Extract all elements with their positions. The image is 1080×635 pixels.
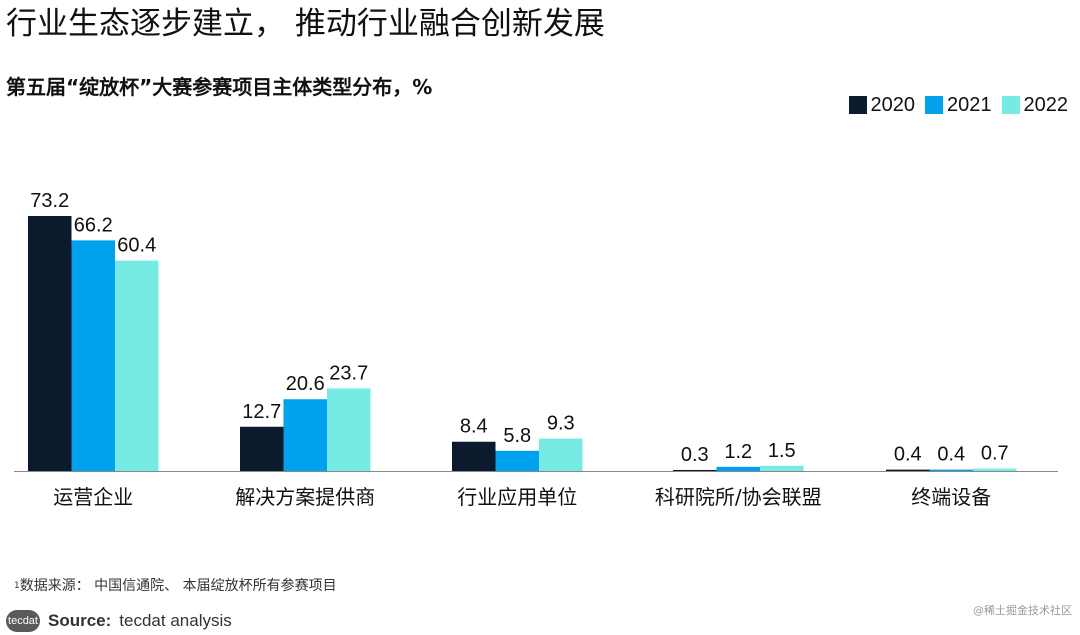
watermark: @稀土掘金技术社区 bbox=[973, 604, 1072, 617]
category-label-2: 解决方案提供商 bbox=[235, 485, 375, 509]
legend-swatch-2022 bbox=[1001, 96, 1020, 114]
legend-label-2021: 2021 bbox=[947, 94, 992, 116]
legend-item-2020: 2020 bbox=[848, 93, 916, 117]
bar-2020-3 bbox=[452, 441, 496, 471]
chart-legend: 2020 2021 2022 bbox=[848, 93, 1069, 117]
bar-2022-3 bbox=[539, 438, 583, 471]
data-label-2020-1: 73.2 bbox=[30, 190, 69, 212]
legend-label-2022: 2022 bbox=[1023, 94, 1069, 116]
bar-2021-4 bbox=[716, 466, 760, 471]
data-label-2022-2: 23.7 bbox=[329, 362, 368, 384]
legend-swatch-2020 bbox=[848, 96, 867, 114]
source-line: tecdat Source: tecdat analysis bbox=[6, 610, 232, 632]
bar-2020-2 bbox=[240, 426, 284, 471]
data-label-2020-5: 0.4 bbox=[894, 444, 922, 466]
legend-swatch-2021 bbox=[925, 96, 943, 114]
bar-chart: 73.266.260.4 运营企业 12.720.6 23.7 解决方案提供商 8.4 5.… bbox=[14, 190, 1058, 509]
legend-label-2020: 2020 bbox=[870, 94, 916, 116]
source-text: tecdat analysis bbox=[119, 611, 232, 630]
bar-2020-1 bbox=[28, 216, 72, 471]
footnote-text: 数据来源： 中国信通院、 本届绽放杯所有参赛项目 bbox=[19, 578, 337, 594]
data-label-2022-5: 0.7 bbox=[981, 443, 1009, 465]
bar-2021-2 bbox=[283, 399, 327, 471]
category-label-1: 运营企业 bbox=[53, 485, 133, 509]
footnote: 1数据来源： 中国信通院、 本届绽放杯所有参赛项目 bbox=[14, 577, 337, 595]
data-label-2020-3: 8.4 bbox=[460, 416, 488, 438]
data-label-2020-2: 12.7 bbox=[242, 401, 281, 423]
data-label-2021-1: 66.2 bbox=[74, 214, 113, 236]
data-label-2022-3: 9.3 bbox=[547, 413, 575, 435]
bar-2022-4 bbox=[760, 465, 804, 471]
data-label-2021-4: 1.2 bbox=[724, 441, 752, 463]
bar-2021-1 bbox=[71, 240, 115, 471]
data-label-2022-1: 60.4 bbox=[117, 235, 156, 257]
legend-item-2022: 2022 bbox=[1001, 93, 1069, 117]
data-label-2021-3: 5.8 bbox=[503, 425, 531, 447]
bar-2020-4 bbox=[673, 469, 717, 471]
category-label-5: 终端设备 bbox=[911, 485, 991, 509]
source-label: Source: bbox=[48, 611, 112, 630]
data-label-2021-5: 0.4 bbox=[937, 444, 965, 466]
tecdat-logo: tecdat bbox=[6, 610, 40, 632]
legend-item-2021: 2021 bbox=[925, 93, 992, 117]
bar-2021-3 bbox=[495, 450, 539, 471]
chart-title: 第五届“绽放杯”大赛参赛项目主体类型分布，% bbox=[6, 75, 433, 99]
bar-2021-5 bbox=[929, 469, 973, 471]
bar-2022-1 bbox=[115, 260, 159, 471]
data-label-2020-4: 0.3 bbox=[681, 444, 709, 466]
data-label-2021-2: 20.6 bbox=[286, 373, 325, 395]
page-title: 行业生态逐步建立， 推动行业融合创新发展 bbox=[6, 6, 605, 42]
bar-2020-5 bbox=[886, 469, 930, 471]
footnote-marker: 1 bbox=[14, 581, 20, 591]
bar-2022-5 bbox=[973, 468, 1017, 471]
category-label-3: 行业应用单位 bbox=[457, 485, 577, 509]
category-label-4: 科研院所/协会联盟 bbox=[655, 485, 822, 509]
data-label-2022-4: 1.5 bbox=[768, 440, 796, 462]
bar-2022-2 bbox=[327, 388, 371, 471]
